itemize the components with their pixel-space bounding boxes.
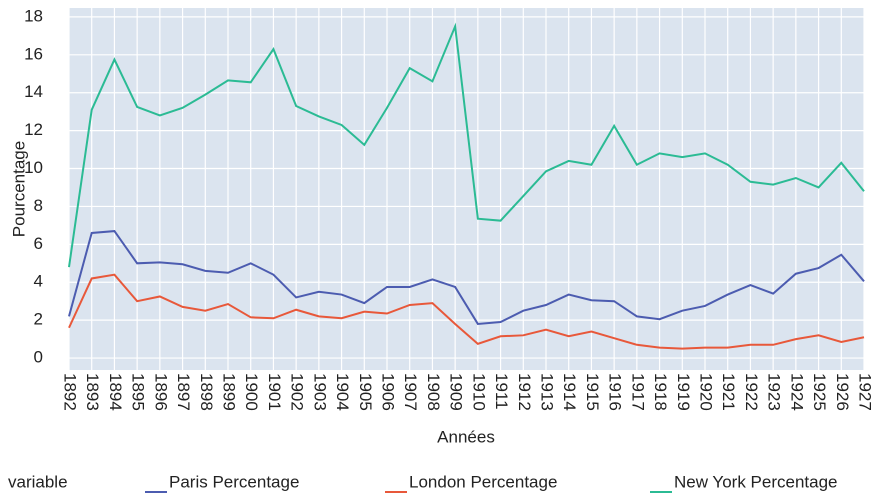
x-tick-label: 1901 — [265, 373, 284, 411]
x-tick-label: 1918 — [651, 373, 670, 411]
x-tick-label: 1909 — [447, 373, 466, 411]
y-axis-label: Pourcentage — [9, 141, 28, 237]
line — [68, 230, 865, 325]
x-tick-label: 1922 — [742, 373, 761, 411]
x-axis-label: Années — [437, 427, 495, 446]
x-tick-label: 1917 — [628, 373, 647, 411]
x-tick-label: 1897 — [174, 373, 193, 411]
x-tick-label: 1904 — [333, 373, 352, 411]
x-tick-label: 1893 — [83, 373, 102, 411]
y-tick-label: 18 — [24, 6, 43, 25]
line — [68, 273, 865, 350]
x-tick-label: 1894 — [106, 373, 125, 411]
x-tick-label: 1923 — [765, 373, 784, 411]
y-tick-label: 14 — [24, 82, 43, 101]
x-tick-label: 1910 — [469, 373, 488, 411]
y-tick-label: 16 — [24, 44, 43, 63]
x-tick-label: 1927 — [856, 373, 875, 411]
y-tick-label: 4 — [34, 272, 43, 291]
x-tick-label: 1919 — [674, 373, 693, 411]
x-tick-label: 1899 — [220, 373, 239, 411]
legend-label: London Percentage — [409, 472, 557, 491]
x-tick-label: 1920 — [697, 373, 716, 411]
x-tick-label: 1905 — [356, 373, 375, 411]
plot-background — [69, 8, 864, 370]
x-tick-label: 1914 — [560, 373, 579, 411]
x-tick-label: 1907 — [401, 373, 420, 411]
y-tick-label: 10 — [24, 158, 43, 177]
line — [68, 22, 865, 268]
y-tick-label: 8 — [34, 196, 43, 215]
x-tick-label: 1906 — [379, 373, 398, 411]
x-tick-label: 1921 — [719, 373, 738, 411]
x-tick-label: 1916 — [606, 373, 625, 411]
x-tick-label: 1925 — [810, 373, 829, 411]
x-tick-label: 1903 — [310, 373, 329, 411]
x-tick-label: 1911 — [492, 373, 511, 410]
x-tick-label: 1912 — [515, 373, 534, 411]
x-tick-label: 1896 — [151, 373, 170, 411]
x-tick-label: 1924 — [787, 373, 806, 411]
y-tick-label: 2 — [34, 310, 43, 329]
x-tick-label: 1926 — [833, 373, 852, 411]
y-tick-label: 0 — [34, 348, 43, 367]
x-tick-label: 1900 — [242, 373, 261, 411]
x-tick-label: 1908 — [424, 373, 443, 411]
legend-title: variable — [8, 472, 68, 491]
legend-label: Paris Percentage — [169, 472, 299, 491]
x-tick-label: 1898 — [197, 373, 216, 411]
x-tick-label: 1913 — [538, 373, 557, 411]
y-tick-label: 6 — [34, 234, 43, 253]
x-tick-label: 1902 — [288, 373, 307, 411]
x-tick-label: 1892 — [61, 373, 80, 411]
y-tick-label: 12 — [24, 120, 43, 139]
x-tick-label: 1895 — [129, 373, 148, 411]
x-tick-label: 1915 — [583, 373, 602, 411]
legend-label: New York Percentage — [674, 472, 838, 491]
